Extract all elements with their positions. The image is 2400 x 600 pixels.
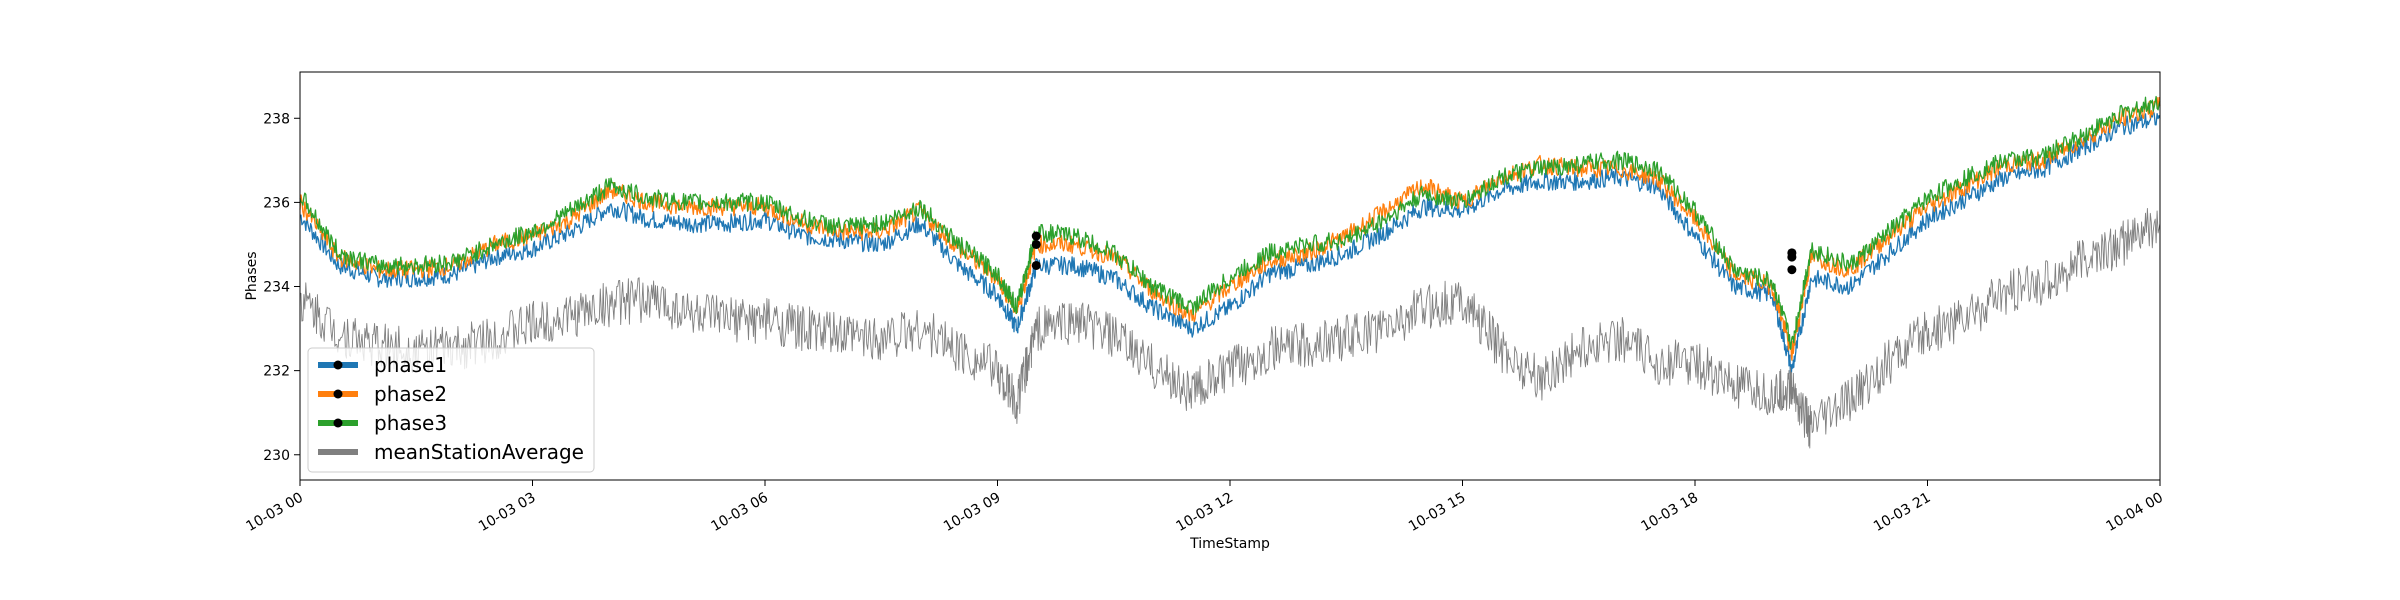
marker-layer: [1031, 231, 1797, 275]
x-tick-label: 10-04 00: [2103, 490, 2166, 535]
series-line-phase3: [299, 95, 2161, 350]
series-layer: [299, 95, 2161, 449]
y-tick-label: 230: [263, 448, 290, 464]
x-tick-label: 10-03 18: [1638, 490, 1701, 535]
legend-marker-phase2: [333, 389, 343, 399]
legend-marker-phase1: [333, 360, 343, 370]
y-tick-label: 238: [263, 111, 290, 127]
legend-label-phase1: phase1: [374, 353, 447, 377]
x-tick-label: 10-03 00: [243, 490, 306, 535]
marker-phase1-2: [1031, 260, 1041, 270]
y-tick-label: 232: [263, 364, 290, 380]
marker-phase2-1: [1031, 239, 1041, 249]
series-line-phase1: [299, 110, 2161, 374]
x-tick-label: 10-03 03: [476, 490, 539, 535]
legend-label-phase2: phase2: [374, 382, 447, 406]
x-tick-label: 10-03 12: [1173, 490, 1236, 535]
marker-phase2-4: [1787, 252, 1797, 262]
legend: phase1 phase2 phase3 meanStationAverage: [307, 347, 595, 473]
x-tick-label: 10-03 21: [1871, 490, 1934, 535]
marker-phase3-0: [1031, 231, 1041, 241]
y-axis-label: Phases: [244, 251, 260, 300]
legend-box: [307, 347, 595, 473]
y-tick-label: 234: [263, 280, 290, 296]
legend-label-meanStationAverage: meanStationAverage: [374, 440, 584, 464]
marker-phase1-5: [1787, 265, 1797, 275]
legend-marker-phase3: [333, 418, 343, 428]
series-line-meanStationAverage: [299, 207, 2161, 449]
y-axis-ticks: 230 232 234 236 238: [263, 111, 300, 464]
x-tick-label: 10-03 15: [1406, 490, 1469, 535]
x-tick-label: 10-03 06: [708, 490, 771, 535]
legend-label-phase3: phase3: [374, 411, 447, 435]
x-axis-ticks: 10-03 00 10-03 03 10-03 06 10-03 09 10-03 12…: [243, 480, 2166, 535]
y-tick-label: 236: [263, 195, 290, 211]
x-axis-label: TimeStamp: [1189, 536, 1270, 552]
x-tick-label: 10-03 09: [941, 490, 1004, 535]
